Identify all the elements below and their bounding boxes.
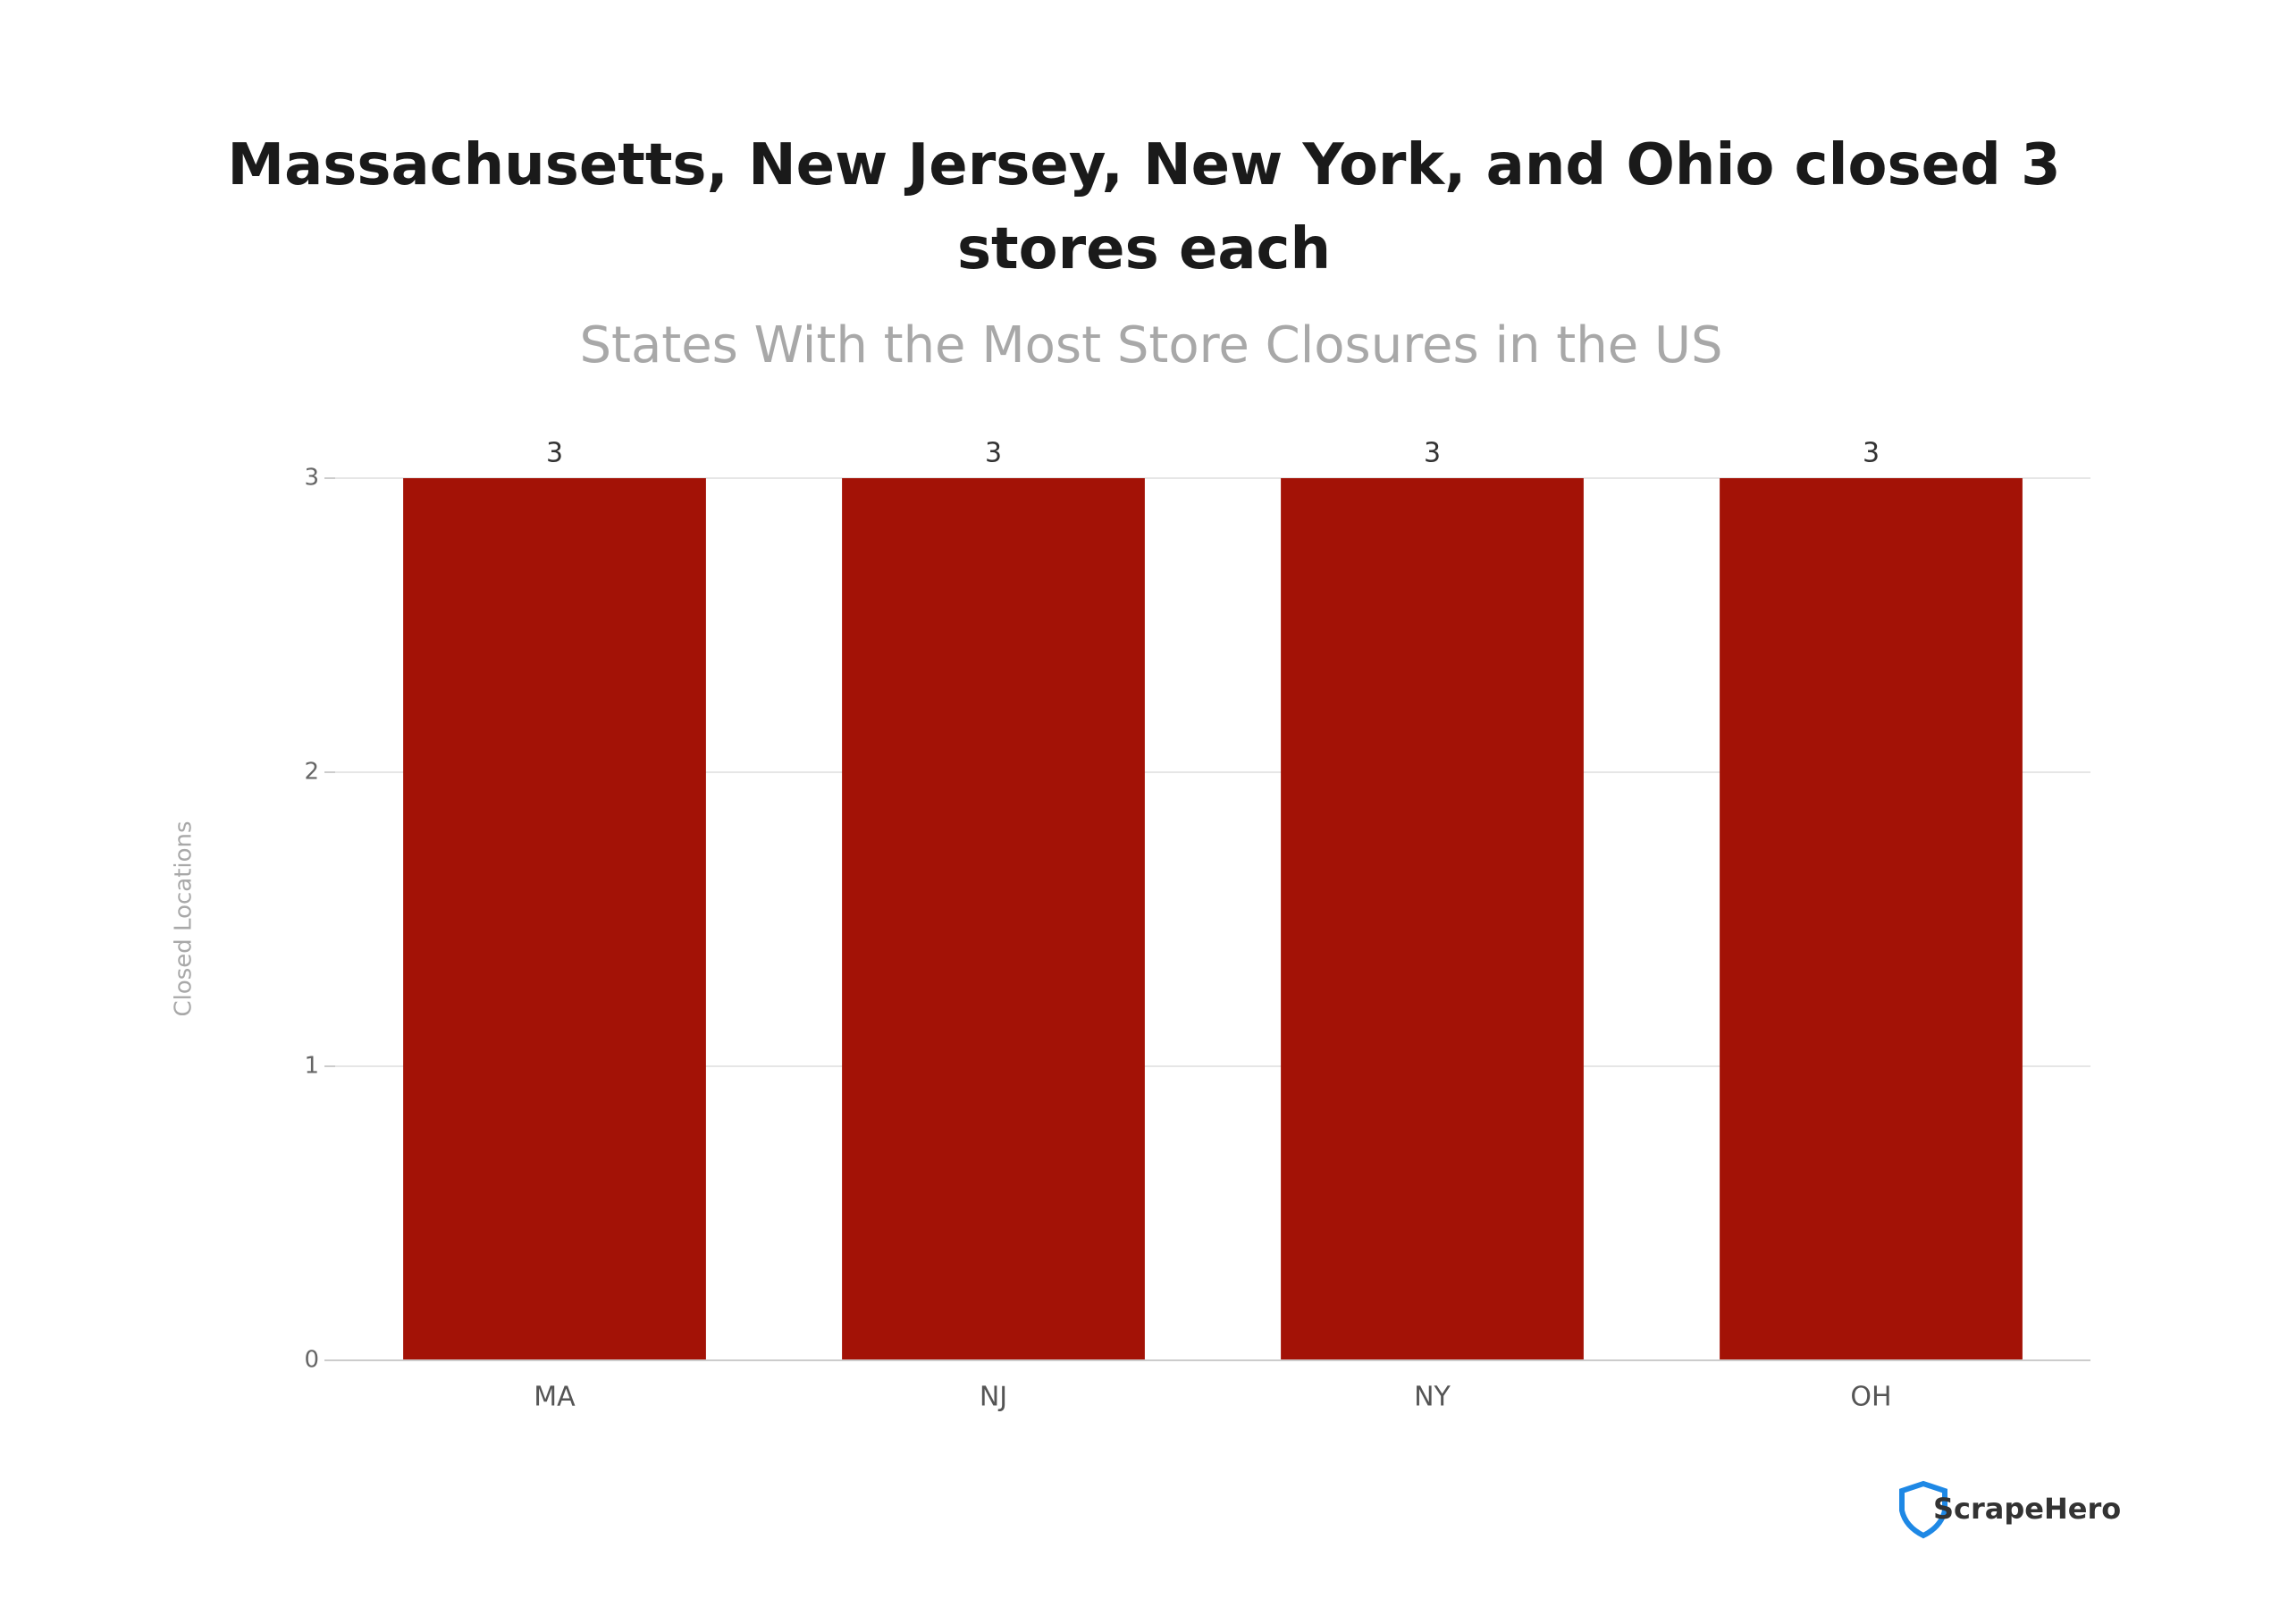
data-label: 3 <box>546 438 563 469</box>
bar <box>1720 478 2023 1360</box>
data-label: 3 <box>985 438 1002 469</box>
x-tick-label: NJ <box>980 1382 1007 1413</box>
x-tick-label: NY <box>1414 1382 1451 1413</box>
y-tick-label: 0 <box>304 1347 319 1374</box>
y-tick-label: 2 <box>304 759 319 786</box>
data-label: 3 <box>1863 438 1880 469</box>
x-tick-label: OH <box>1850 1382 1891 1413</box>
bar <box>403 478 706 1360</box>
logo-text: ScrapeHero <box>1933 1492 2121 1526</box>
x-tick-label: MA <box>534 1382 576 1413</box>
y-tick-label: 1 <box>304 1053 319 1080</box>
chart-title: Massachusetts, New Jersey, New York, and… <box>227 132 2061 282</box>
data-label: 3 <box>1424 438 1441 469</box>
y-tick-label: 3 <box>304 465 319 492</box>
bar <box>1281 478 1584 1360</box>
chart-subtitle: States With the Most Store Closures in t… <box>579 316 1722 374</box>
bar <box>842 478 1145 1360</box>
logo: ScrapeHero <box>1899 1480 2121 1539</box>
y-axis-label: Closed Locations <box>171 820 198 1016</box>
logo-shield <box>1899 1480 1947 1539</box>
